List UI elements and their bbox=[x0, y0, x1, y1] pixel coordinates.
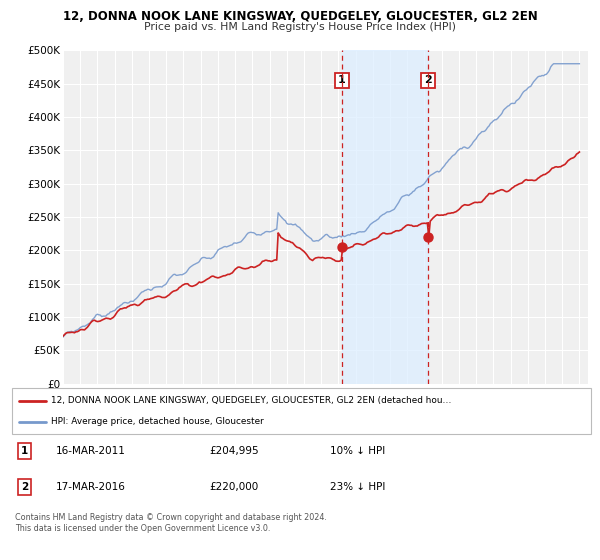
Text: 1: 1 bbox=[338, 76, 346, 85]
Text: HPI: Average price, detached house, Gloucester: HPI: Average price, detached house, Glou… bbox=[52, 417, 264, 426]
Text: 2: 2 bbox=[21, 482, 28, 492]
Text: Contains HM Land Registry data © Crown copyright and database right 2024.: Contains HM Land Registry data © Crown c… bbox=[15, 513, 327, 522]
Text: 12, DONNA NOOK LANE KINGSWAY, QUEDGELEY, GLOUCESTER, GL2 2EN: 12, DONNA NOOK LANE KINGSWAY, QUEDGELEY,… bbox=[62, 10, 538, 22]
Text: 10% ↓ HPI: 10% ↓ HPI bbox=[331, 446, 386, 456]
Text: £204,995: £204,995 bbox=[209, 446, 259, 456]
Text: 1: 1 bbox=[21, 446, 28, 456]
Text: 17-MAR-2016: 17-MAR-2016 bbox=[55, 482, 125, 492]
Text: This data is licensed under the Open Government Licence v3.0.: This data is licensed under the Open Gov… bbox=[15, 524, 271, 533]
Text: £220,000: £220,000 bbox=[209, 482, 258, 492]
FancyBboxPatch shape bbox=[12, 388, 591, 434]
Text: 16-MAR-2011: 16-MAR-2011 bbox=[55, 446, 125, 456]
Text: 23% ↓ HPI: 23% ↓ HPI bbox=[331, 482, 386, 492]
Text: 2: 2 bbox=[424, 76, 432, 85]
Text: Price paid vs. HM Land Registry's House Price Index (HPI): Price paid vs. HM Land Registry's House … bbox=[144, 22, 456, 32]
Bar bbox=[342, 50, 428, 384]
Text: 12, DONNA NOOK LANE KINGSWAY, QUEDGELEY, GLOUCESTER, GL2 2EN (detached hou…: 12, DONNA NOOK LANE KINGSWAY, QUEDGELEY,… bbox=[52, 396, 452, 405]
